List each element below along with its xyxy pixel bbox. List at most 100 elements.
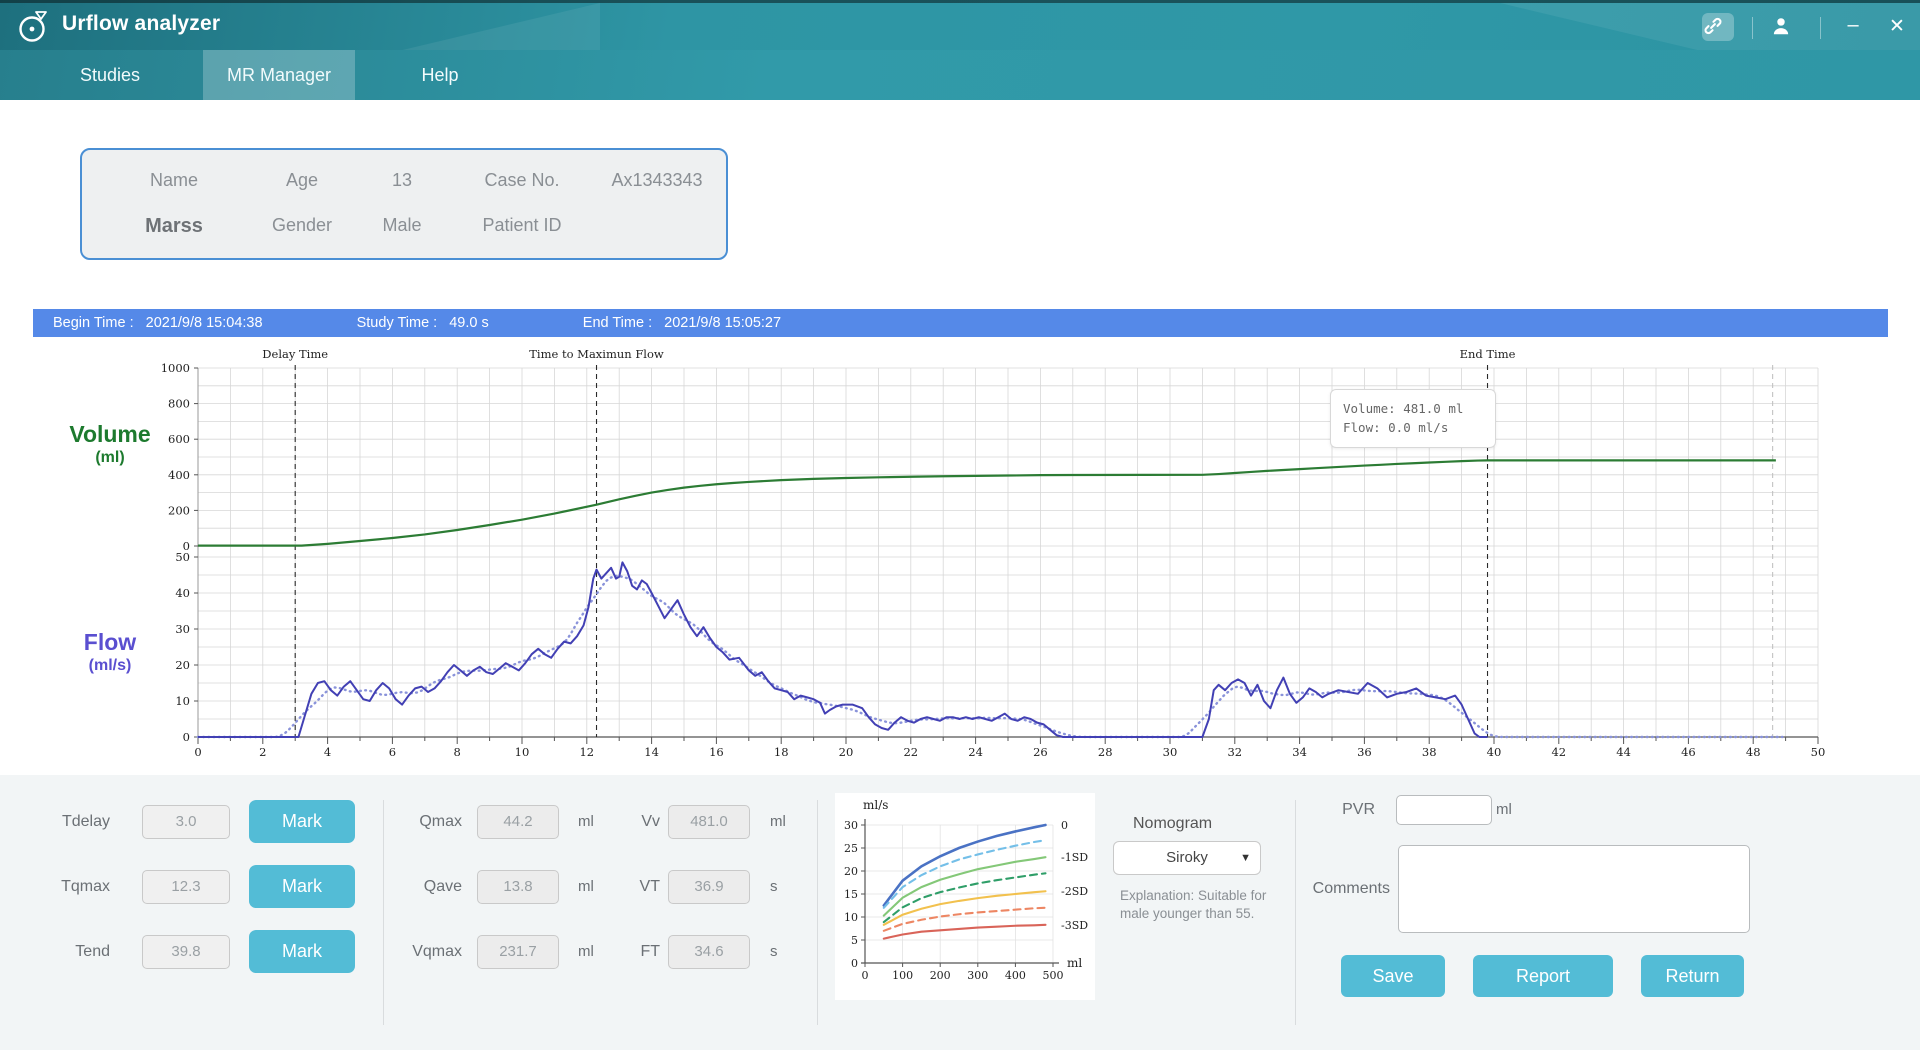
vv-field[interactable]: 481.0 <box>668 805 750 839</box>
begin-time-label: Begin Time : <box>53 315 134 331</box>
svg-text:25: 25 <box>844 842 858 855</box>
svg-text:200: 200 <box>168 503 190 517</box>
tqmax-field[interactable]: 12.3 <box>142 870 230 904</box>
vqmax-unit: ml <box>578 943 594 960</box>
svg-text:5: 5 <box>851 934 858 947</box>
nav-bar <box>0 50 1920 100</box>
vt-field[interactable]: 36.9 <box>668 870 750 904</box>
svg-text:0: 0 <box>183 730 190 744</box>
tend-field[interactable]: 39.8 <box>142 935 230 969</box>
patient-name-label: Name <box>149 170 198 190</box>
chevron-down-icon: ▼ <box>1240 852 1251 864</box>
svg-text:0: 0 <box>194 745 201 759</box>
flow-axis-unit: (ml/s) <box>88 657 132 674</box>
nomogram-chart-svg: 0 100 200 300 400 500 0 5 10 15 20 25 30 ml/s ml 0 -1SD -… <box>844 798 1088 982</box>
svg-text:38: 38 <box>1422 745 1437 759</box>
ft-label: FT <box>640 943 660 960</box>
nomogram-dropdown[interactable]: Siroky ▼ <box>1113 841 1261 875</box>
svg-text:2: 2 <box>259 745 266 759</box>
patient-age-label: Age <box>285 170 319 190</box>
report-button[interactable]: Report <box>1473 955 1613 997</box>
svg-text:End Time: End Time <box>1460 347 1516 361</box>
mark-tqmax-button[interactable]: Mark <box>249 865 355 908</box>
app-logo-icon <box>19 11 47 42</box>
pvr-unit: ml <box>1496 801 1512 818</box>
svg-text:48: 48 <box>1746 745 1761 759</box>
qave-unit: ml <box>578 878 594 895</box>
vt-label: VT <box>639 878 660 895</box>
svg-text:600: 600 <box>168 432 190 446</box>
svg-text:10: 10 <box>844 911 858 924</box>
svg-text:4: 4 <box>324 745 331 759</box>
divider <box>383 800 384 1025</box>
svg-text:14: 14 <box>644 745 659 759</box>
vqmax-field[interactable]: 231.7 <box>477 935 559 969</box>
mark-tend-button[interactable]: Mark <box>249 930 355 973</box>
nomogram-label: Nomogram <box>1133 815 1213 832</box>
svg-text:30: 30 <box>844 819 858 832</box>
end-time-label: End Time : <box>582 315 653 331</box>
svg-text:ml: ml <box>1067 956 1082 970</box>
save-button[interactable]: Save <box>1341 955 1445 997</box>
patient-age-value: 13 <box>391 170 413 190</box>
svg-text:20: 20 <box>175 658 190 672</box>
svg-text:42: 42 <box>1551 745 1566 759</box>
tab-studies[interactable]: Studies <box>79 65 141 85</box>
minimize-button[interactable]: – <box>1847 14 1859 36</box>
qmax-field[interactable]: 44.2 <box>477 805 559 839</box>
svg-text:500: 500 <box>1043 969 1064 982</box>
flow-axis-title: Flow <box>83 629 137 655</box>
svg-text:ml/s: ml/s <box>863 798 888 812</box>
vv-unit: ml <box>770 813 786 830</box>
app-title: Urflow analyzer <box>62 12 221 35</box>
svg-text:50: 50 <box>175 550 190 564</box>
tab-mr-manager[interactable]: MR Manager <box>203 50 355 100</box>
mark-tdelay-button[interactable]: Mark <box>249 800 355 843</box>
svg-text:-2SD: -2SD <box>1061 885 1088 898</box>
separator <box>1752 17 1753 39</box>
svg-text:800: 800 <box>168 397 190 411</box>
svg-text:Delay Time: Delay Time <box>262 347 328 361</box>
comments-textarea[interactable] <box>1398 845 1750 933</box>
tab-help[interactable]: Help <box>421 65 459 85</box>
svg-text:0: 0 <box>183 539 190 553</box>
svg-text:40: 40 <box>1487 745 1502 759</box>
svg-text:30: 30 <box>1163 745 1178 759</box>
svg-text:0: 0 <box>1061 819 1068 832</box>
ft-field[interactable]: 34.6 <box>668 935 750 969</box>
chart-tooltip: Volume: 481.0 ml Flow: 0.0 ml/s <box>1330 389 1496 448</box>
title-bar: Urflow analyzer – ✕ <box>0 0 1920 103</box>
pvr-input[interactable] <box>1396 795 1492 825</box>
patient-info-box: Name Marss Age Gender 13 Male Case No. P… <box>80 148 728 260</box>
svg-text:1000: 1000 <box>161 361 190 375</box>
svg-text:0: 0 <box>851 957 858 970</box>
svg-text:18: 18 <box>774 745 789 759</box>
svg-text:400: 400 <box>168 468 190 482</box>
study-time-label: Study Time : <box>356 315 438 331</box>
svg-text:100: 100 <box>892 969 913 982</box>
patient-case-value: Ax1343343 <box>611 170 703 190</box>
qave-label: Qave <box>423 878 462 895</box>
volume-axis-title: Volume <box>69 421 151 447</box>
svg-text:6: 6 <box>389 745 396 759</box>
svg-text:22: 22 <box>903 745 918 759</box>
divider <box>817 800 818 1025</box>
tdelay-field[interactable]: 3.0 <box>142 805 230 839</box>
pvr-label: PVR <box>1342 801 1375 818</box>
qave-field[interactable]: 13.8 <box>477 870 559 904</box>
vt-unit: s <box>770 878 778 895</box>
svg-text:-3SD: -3SD <box>1061 919 1088 932</box>
svg-text:10: 10 <box>175 694 190 708</box>
comments-label: Comments <box>1312 880 1390 897</box>
qmax-unit: ml <box>578 813 594 830</box>
return-button[interactable]: Return <box>1641 955 1744 997</box>
close-button[interactable]: ✕ <box>1889 16 1905 37</box>
svg-text:36: 36 <box>1357 745 1372 759</box>
user-icon[interactable] <box>1770 13 1802 41</box>
link-icon[interactable] <box>1702 13 1734 41</box>
uroflow-chart[interactable]: Volume (ml) Flow (ml/s) 0 200 400 600 800 100… <box>33 337 1888 765</box>
vqmax-label: Vqmax <box>412 943 462 960</box>
svg-text:16: 16 <box>709 745 724 759</box>
svg-text:26: 26 <box>1033 745 1048 759</box>
